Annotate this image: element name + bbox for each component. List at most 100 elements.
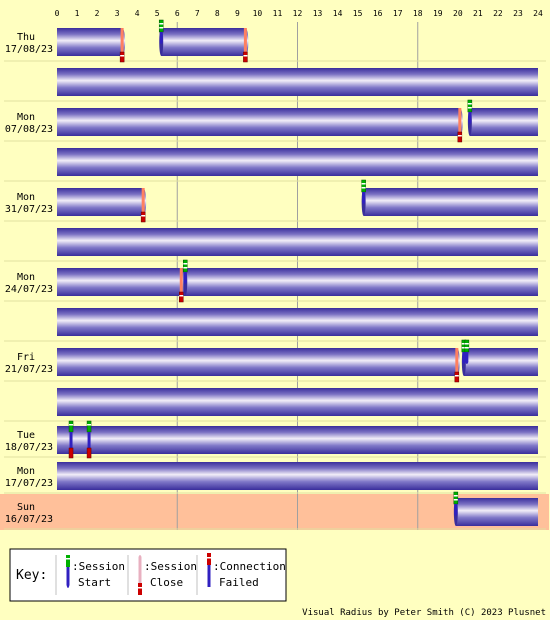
day-name: Mon	[17, 192, 35, 203]
x-tick-label: 23	[513, 9, 523, 18]
x-tick-label: 10	[253, 9, 263, 18]
x-tick-label: 6	[175, 9, 180, 18]
x-tick-label: 3	[115, 9, 120, 18]
session-close-marker-body	[120, 28, 124, 52]
session-start-marker-stripe	[361, 187, 366, 189]
x-tick-label: 9	[235, 9, 240, 18]
failed-marker-bottom	[86, 447, 92, 459]
session-close-marker-stripe	[179, 295, 184, 297]
failed-marker-top	[86, 420, 92, 433]
day-date: 07/08/23	[5, 124, 53, 135]
session-start-marker	[183, 259, 188, 273]
x-tick-label: 20	[453, 9, 463, 18]
day-name: Thu	[17, 32, 35, 43]
session-start-marker-stripe	[453, 495, 458, 497]
online-bar	[57, 228, 538, 256]
session-start-marker-tail	[159, 32, 163, 44]
day-name: Mon	[17, 466, 35, 477]
session-start-marker-tail	[465, 352, 469, 364]
session-bar	[57, 462, 538, 490]
session-start-marker-stripe	[461, 347, 466, 349]
key-close-body	[138, 555, 142, 583]
key-start-tail	[66, 567, 70, 588]
session-close-marker-body	[458, 108, 462, 132]
session-bar	[161, 28, 246, 56]
session-close-marker-stripe	[243, 55, 248, 57]
session-bar	[363, 188, 538, 216]
key-failed-stripe	[207, 557, 211, 559]
failed-marker-stripe	[69, 424, 74, 426]
x-tick-label: 4	[135, 9, 140, 18]
session-start-marker-stripe	[159, 27, 164, 29]
session-start-marker	[453, 491, 459, 505]
failed-marker-body	[69, 432, 73, 448]
x-tick-label: 14	[333, 9, 343, 18]
session-start-marker-stripe	[183, 267, 188, 269]
session-close-marker	[140, 211, 146, 223]
session-start-marker-stripe	[461, 343, 466, 345]
session-bar	[185, 268, 538, 296]
session-start-marker-stripe	[467, 107, 472, 109]
key-failed-body	[207, 565, 211, 587]
session-close-marker-body	[141, 188, 145, 212]
session-close-marker-body	[179, 268, 183, 292]
session-start-marker-stripe	[464, 343, 469, 345]
session-start-marker	[361, 179, 366, 193]
x-tick-label: 21	[473, 9, 483, 18]
key-box	[9, 548, 287, 602]
key-close-stripe	[138, 587, 142, 589]
failed-marker-top	[68, 420, 74, 433]
x-tick-label: 11	[273, 9, 283, 18]
session-bar	[57, 108, 460, 136]
key-failed-top	[207, 553, 211, 565]
day-date: 18/07/23	[5, 442, 53, 453]
session-start-marker-stripe	[159, 23, 164, 25]
x-tick-label: 17	[393, 9, 403, 18]
session-start-marker-tail	[362, 192, 366, 204]
session-close-marker-stripe	[141, 215, 146, 217]
day-date: 31/07/23	[5, 204, 53, 215]
session-start-marker-tail	[468, 112, 472, 124]
failed-marker-bottom	[68, 447, 74, 459]
x-tick-label: 2	[95, 9, 100, 18]
x-tick-label: 16	[373, 9, 383, 18]
key-item-label: :Connection	[213, 560, 286, 573]
x-tick-label: 8	[215, 9, 220, 18]
session-start-marker	[158, 19, 164, 33]
day-name: Mon	[17, 272, 35, 283]
session-start-marker-tail	[454, 504, 458, 516]
online-bar	[57, 388, 538, 416]
x-tick-label: 0	[55, 9, 60, 18]
key-start-stripe	[66, 558, 70, 560]
key-item-sublabel: Start	[78, 576, 111, 589]
day-date: 16/07/23	[5, 514, 53, 525]
x-tick-label: 13	[313, 9, 323, 18]
session-bar	[57, 268, 186, 296]
session-close-marker	[179, 291, 184, 303]
key-item-sublabel: Close	[150, 576, 183, 589]
key-start-marker	[66, 555, 70, 567]
x-tick-label: 1	[75, 9, 80, 18]
session-start-marker-stripe	[453, 499, 458, 501]
session-close-marker-stripe	[457, 135, 462, 137]
session-bar	[57, 348, 457, 376]
session-close-marker	[243, 51, 248, 63]
failed-marker-stripe	[87, 424, 92, 426]
credit-text: Visual Radius by Peter Smith (C) 2023 Pl…	[302, 608, 546, 618]
key-item-sublabel: Failed	[219, 576, 259, 589]
online-bar	[57, 308, 538, 336]
session-close-marker	[119, 51, 125, 63]
session-start-marker-stripe	[464, 347, 469, 349]
session-bar	[57, 28, 123, 56]
key-item-label: :Session	[144, 560, 197, 573]
x-tick-label: 12	[293, 9, 303, 18]
day-name: Mon	[17, 112, 35, 123]
session-start-marker-stripe	[183, 263, 188, 265]
day-date: 21/07/23	[5, 364, 53, 375]
day-name: Tue	[17, 430, 35, 441]
day-name: Sun	[17, 502, 35, 513]
session-bar	[463, 348, 538, 376]
x-tick-label: 19	[433, 9, 443, 18]
session-start-marker-stripe	[361, 183, 366, 185]
